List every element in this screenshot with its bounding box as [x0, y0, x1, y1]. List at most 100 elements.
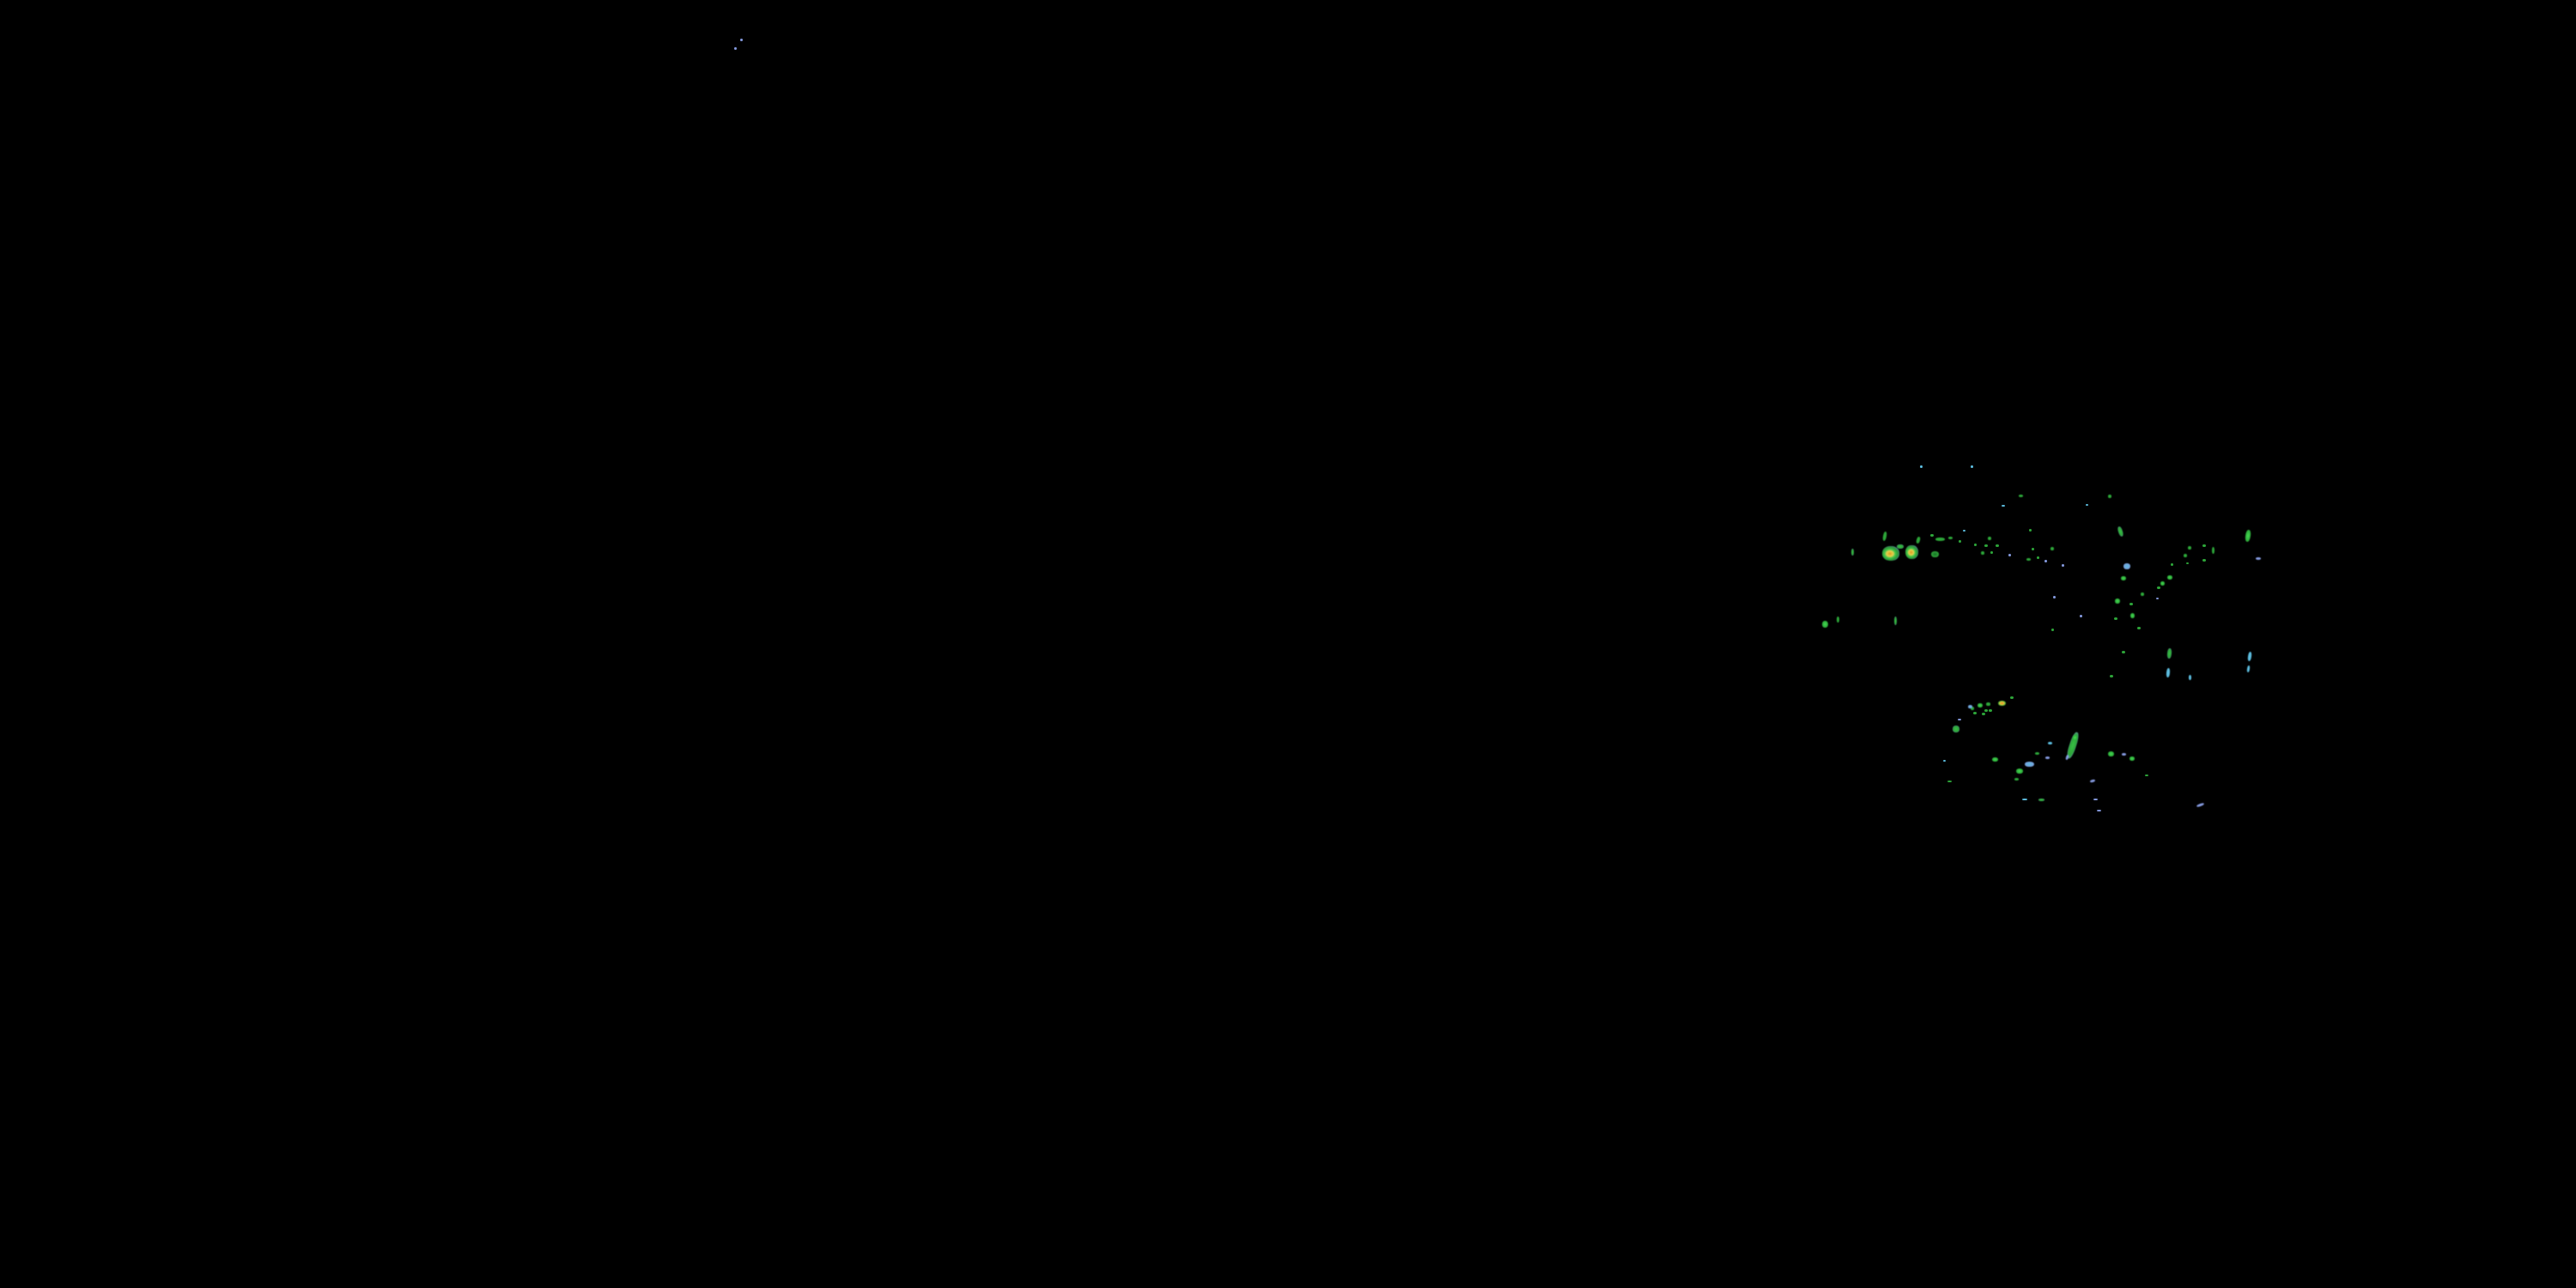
radar-echo [2093, 799, 2098, 800]
radar-echo [2036, 556, 2039, 559]
radar-echo [2245, 665, 2251, 673]
radar-echo [2096, 810, 2101, 811]
radar-echo [1984, 544, 1988, 547]
radar-echo [2022, 799, 2027, 800]
radar-echo [1996, 544, 1999, 547]
radar-echo [2031, 547, 2034, 550]
radar-echo [1905, 545, 1918, 559]
radar-echo [1919, 465, 1923, 468]
radar-echo [739, 38, 743, 41]
radar-echo [2026, 557, 2031, 561]
radar-echo [1953, 726, 1959, 732]
radar-echo [2116, 526, 2124, 538]
radar-echo [2211, 547, 2215, 554]
radar-echo [1962, 530, 1965, 532]
radar-echo [2089, 778, 2096, 783]
radar-echo [2247, 651, 2252, 661]
radar-echo [2196, 802, 2204, 807]
radar-echo [2024, 762, 2034, 767]
radar-echo [1989, 708, 1992, 712]
radar-echo [1882, 531, 1887, 541]
radar-echo [1882, 545, 1899, 561]
radar-echo [1942, 760, 1946, 762]
radar-echo [2002, 505, 2005, 507]
radar-echo [2202, 544, 2206, 547]
radar-echo [1997, 701, 2006, 706]
radar-echo [2079, 614, 2082, 617]
radar-echo [2185, 562, 2189, 564]
radar-echo [2202, 558, 2206, 562]
radar-echo [2014, 777, 2019, 781]
radar-echo [2129, 756, 2135, 761]
radar-echo [1973, 711, 1977, 714]
radar-echo [2129, 602, 2133, 605]
radar-echo [1973, 543, 1977, 546]
radar-echo [2038, 798, 2044, 801]
radar-echo [2155, 598, 2159, 599]
radar-echo [1836, 616, 1839, 623]
radar-echo [1897, 544, 1904, 549]
radar-echo [2018, 494, 2023, 497]
radar-echo [2166, 667, 2171, 677]
radar-echo [2170, 562, 2173, 566]
radar-echo [1970, 465, 1973, 468]
radar-echo [2050, 628, 2054, 631]
radar-echo [1967, 705, 1972, 708]
radar-echo [1978, 702, 1983, 708]
radar-echo [2052, 595, 2056, 598]
radar-echo [1971, 707, 1974, 710]
radar-echo [2110, 674, 2113, 677]
radar-echo [1821, 621, 1828, 628]
radar-echo [1984, 708, 1988, 712]
radar-echo [1982, 712, 1985, 715]
radar-echo [2245, 529, 2251, 543]
radar-echo [2044, 756, 2050, 759]
radar-echo [2160, 580, 2165, 586]
radar-echo [1985, 702, 1990, 706]
radar-echo [2121, 752, 2126, 756]
radar-echo [2121, 575, 2126, 580]
radar-echo [1930, 533, 1934, 537]
radar-echo [2145, 775, 2148, 776]
radar-echo [1930, 550, 1939, 557]
radar-echo [1988, 537, 1991, 540]
radar-echo [1958, 719, 1961, 720]
radar-echo [2034, 751, 2039, 755]
radar-echo [2166, 647, 2172, 659]
radar-echo [1893, 617, 1897, 625]
radar-echo [2122, 650, 2125, 653]
radar-echo [2188, 546, 2191, 550]
radar-echo [2008, 553, 2011, 556]
radar-echo [2184, 554, 2187, 557]
radar-echo [1947, 536, 1953, 539]
radar-echo [2115, 598, 2120, 604]
radar-echo [2256, 556, 2261, 560]
radar-echo [2016, 769, 2023, 774]
radar-echo [2123, 562, 2130, 569]
radar-echo [733, 46, 737, 50]
radar-echo [2061, 563, 2064, 567]
radar-echo [1990, 550, 1993, 554]
radar-echo [1991, 756, 1998, 762]
radar-echo [2157, 586, 2160, 589]
radar-echo [1916, 536, 1921, 544]
radar-echo [2064, 754, 2069, 761]
radar-echo [2108, 495, 2111, 498]
radar-echo [2129, 613, 2135, 618]
radar-echo [2167, 574, 2172, 580]
radar-echo [1935, 538, 1945, 541]
radar-echo [2050, 547, 2054, 550]
radar-echo [2107, 751, 2114, 756]
radar-echo [2114, 617, 2117, 620]
radar-echo [2137, 626, 2141, 629]
radar-echo [1850, 549, 1854, 556]
radar-echo [1981, 551, 1984, 555]
radar-echo [2028, 528, 2032, 532]
radar-echo [1947, 781, 1952, 782]
radar-echo [2085, 504, 2088, 506]
radar-echo [2141, 592, 2144, 596]
radar-echo [2188, 675, 2191, 680]
radar-echo [2044, 559, 2047, 562]
radar-echo [2047, 741, 2052, 744]
